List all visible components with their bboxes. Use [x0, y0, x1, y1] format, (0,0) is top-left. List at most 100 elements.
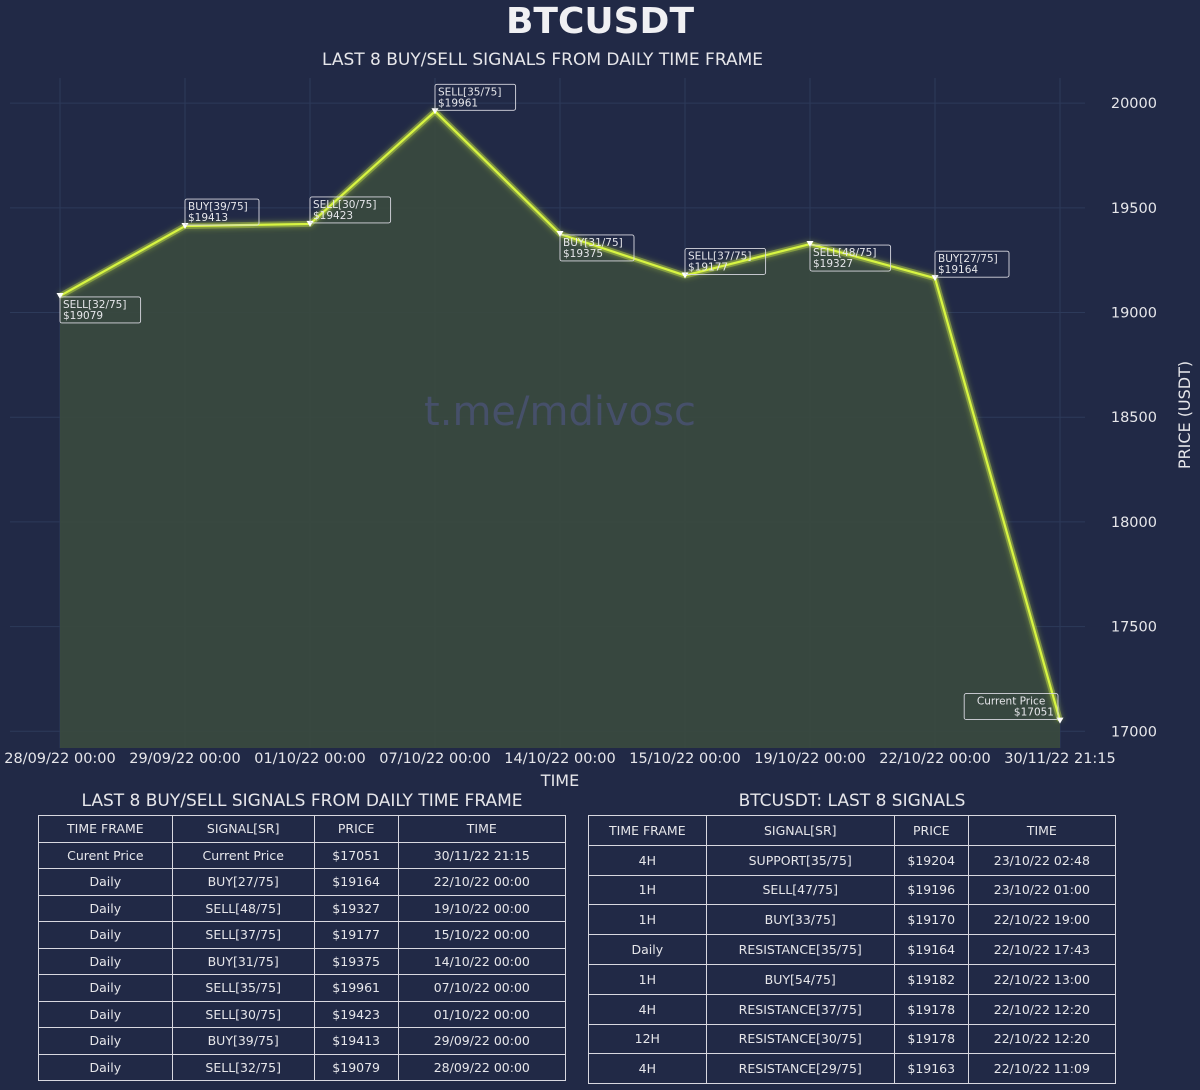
- table-row: Daily BUY[39/75] $19413 29/09/22 00:00: [38, 1027, 567, 1055]
- signal-annotation: SELL[30/75]$19423: [309, 196, 392, 224]
- cell-time: 14/10/22 00:00: [397, 947, 567, 975]
- signal-annotation: Current Price$17051: [963, 693, 1059, 721]
- table-row: Daily BUY[31/75] $19375 14/10/22 00:00: [38, 947, 567, 975]
- annotation-price: $19375: [563, 248, 603, 260]
- cell-price: $19204: [893, 844, 969, 876]
- cell-price: $19079: [313, 1053, 399, 1081]
- cell-price: $19178: [893, 1023, 969, 1055]
- annotation-price: $19079: [63, 310, 103, 322]
- cell-price: $19182: [893, 963, 969, 995]
- cell-time-frame: Daily: [38, 894, 173, 922]
- cell-time-frame: Daily: [38, 1000, 173, 1028]
- y-axis: 17000 17500 18000 18500 19000 19500 20000: [1111, 96, 1157, 740]
- y-tick-label: 20000: [1111, 96, 1157, 112]
- left-table-title: LAST 8 BUY/SELL SIGNALS FROM DAILY TIME …: [81, 791, 523, 811]
- table-row: 1H BUY[54/75] $19182 22/10/22 13:00: [588, 963, 1117, 995]
- annotation-box: [934, 250, 1010, 278]
- cell-signal: BUY[31/75]: [171, 947, 315, 975]
- annotation-box: [809, 244, 892, 272]
- table-row: 1H BUY[33/75] $19170 22/10/22 19:00: [588, 904, 1117, 936]
- table-row: 4H SUPPORT[35/75] $19204 23/10/22 02:48: [588, 844, 1117, 876]
- cell-signal: SELL[37/75]: [171, 921, 315, 949]
- annotation-price: $19961: [438, 97, 478, 109]
- cell-price: $19413: [313, 1027, 399, 1055]
- cell-time: 22/10/22 12:20: [967, 1023, 1117, 1055]
- cell-time: 01/10/22 00:00: [397, 1000, 567, 1028]
- annotation-price: $19413: [188, 212, 228, 224]
- annotation-signal: Current Price: [977, 696, 1045, 708]
- cell-time: 22/10/22 11:09: [967, 1053, 1117, 1085]
- table-row: Daily SELL[37/75] $19177 15/10/22 00:00: [38, 921, 567, 949]
- table-row: Daily SELL[30/75] $19423 01/10/22 00:00: [38, 1000, 567, 1028]
- table-row: 4H RESISTANCE[37/75] $19178 22/10/22 12:20: [588, 993, 1117, 1025]
- data-point-marker: [1056, 717, 1064, 724]
- annotation-price: $19177: [688, 261, 728, 273]
- cell-signal: SELL[47/75]: [705, 874, 895, 906]
- annotation-box: [184, 198, 260, 226]
- daily-signals-table: TIME FRAME SIGNAL[SR] PRICE TIME Curent …: [38, 815, 567, 1081]
- cell-signal: RESISTANCE[35/75]: [705, 934, 895, 965]
- cell-time: 22/10/22 17:43: [967, 934, 1117, 965]
- y-tick-label: 19000: [1111, 306, 1157, 322]
- cell-signal: SUPPORT[35/75]: [705, 844, 895, 876]
- data-point-marker: [556, 230, 564, 237]
- cell-time: 19/10/22 00:00: [397, 894, 567, 922]
- x-tick-label: 01/10/22 00:00: [254, 751, 366, 767]
- y-tick-label: 17000: [1111, 724, 1157, 740]
- cell-time-frame: 4H: [588, 1053, 707, 1085]
- x-axis-label: TIME: [540, 771, 579, 790]
- data-point-marker: [681, 272, 689, 279]
- x-tick-label: 29/09/22 00:00: [129, 751, 241, 767]
- header-price: PRICE: [893, 815, 969, 846]
- cell-time-frame: Daily: [38, 1027, 173, 1055]
- annotation-signal: SELL[35/75]: [438, 86, 501, 98]
- signal-annotation: SELL[37/75]$19177: [684, 247, 767, 275]
- table-row: Daily BUY[27/75] $19164 22/10/22 00:00: [38, 868, 567, 896]
- signal-annotation: BUY[27/75]$19164: [934, 250, 1010, 278]
- cell-signal: SELL[48/75]: [171, 894, 315, 922]
- data-point-marker: [431, 108, 439, 115]
- table-row: Curent Price Current Price $17051 30/11/22 …: [38, 841, 567, 869]
- cell-time-frame: 4H: [588, 993, 707, 1025]
- cell-time-frame: 4H: [588, 844, 707, 876]
- cell-time: 22/10/22 00:00: [397, 868, 567, 896]
- cell-time-frame: 1H: [588, 874, 707, 906]
- cell-signal: RESISTANCE[37/75]: [705, 993, 895, 1025]
- cell-time-frame: Daily: [38, 974, 173, 1002]
- cell-price: $17051: [313, 841, 399, 869]
- header-time: TIME: [967, 815, 1117, 846]
- header-time: TIME: [397, 815, 567, 843]
- cell-time: 22/10/22 12:20: [967, 993, 1117, 1025]
- cell-price: $19178: [893, 993, 969, 1025]
- header-signal: SIGNAL[SR]: [705, 815, 895, 846]
- y-axis-label: PRICE (USDT): [1175, 361, 1194, 469]
- cell-time: 30/11/22 21:15: [397, 841, 567, 869]
- cell-signal: BUY[33/75]: [705, 904, 895, 936]
- all-signals-table: TIME FRAME SIGNAL[SR] PRICE TIME 4H SUPPO…: [588, 815, 1117, 1085]
- annotation-signal: BUY[27/75]: [938, 253, 998, 265]
- cell-time: 22/10/22 19:00: [967, 904, 1117, 936]
- cell-signal: RESISTANCE[30/75]: [705, 1023, 895, 1055]
- y-tick-label: 19500: [1111, 201, 1157, 217]
- annotation-box: [684, 247, 767, 275]
- cell-signal: BUY[39/75]: [171, 1027, 315, 1055]
- annotation-price: $17051: [1014, 707, 1054, 719]
- annotation-box: [434, 83, 517, 111]
- cell-price: $19196: [893, 874, 969, 906]
- y-tick-label: 18500: [1111, 410, 1157, 426]
- table-row: Daily SELL[32/75] $19079 28/09/22 00:00: [38, 1053, 567, 1081]
- data-point-marker: [806, 241, 814, 248]
- cell-signal: SELL[32/75]: [171, 1053, 315, 1081]
- cell-signal: BUY[54/75]: [705, 963, 895, 995]
- cell-signal: SELL[30/75]: [171, 1000, 315, 1028]
- signal-annotation: SELL[32/75]$19079: [59, 296, 142, 324]
- table-row: Daily SELL[35/75] $19961 07/10/22 00:00: [38, 974, 567, 1002]
- annotation-box: [59, 296, 142, 324]
- cell-price: $19164: [893, 934, 969, 965]
- x-tick-label: 30/11/22 21:15: [1004, 751, 1116, 767]
- annotation-signal: BUY[39/75]: [188, 201, 248, 213]
- annotation-signal: SELL[48/75]: [813, 247, 876, 259]
- data-point-marker: [181, 223, 189, 230]
- signal-annotation: BUY[39/75]$19413: [184, 198, 260, 226]
- annotation-signal: BUY[31/75]: [563, 237, 623, 249]
